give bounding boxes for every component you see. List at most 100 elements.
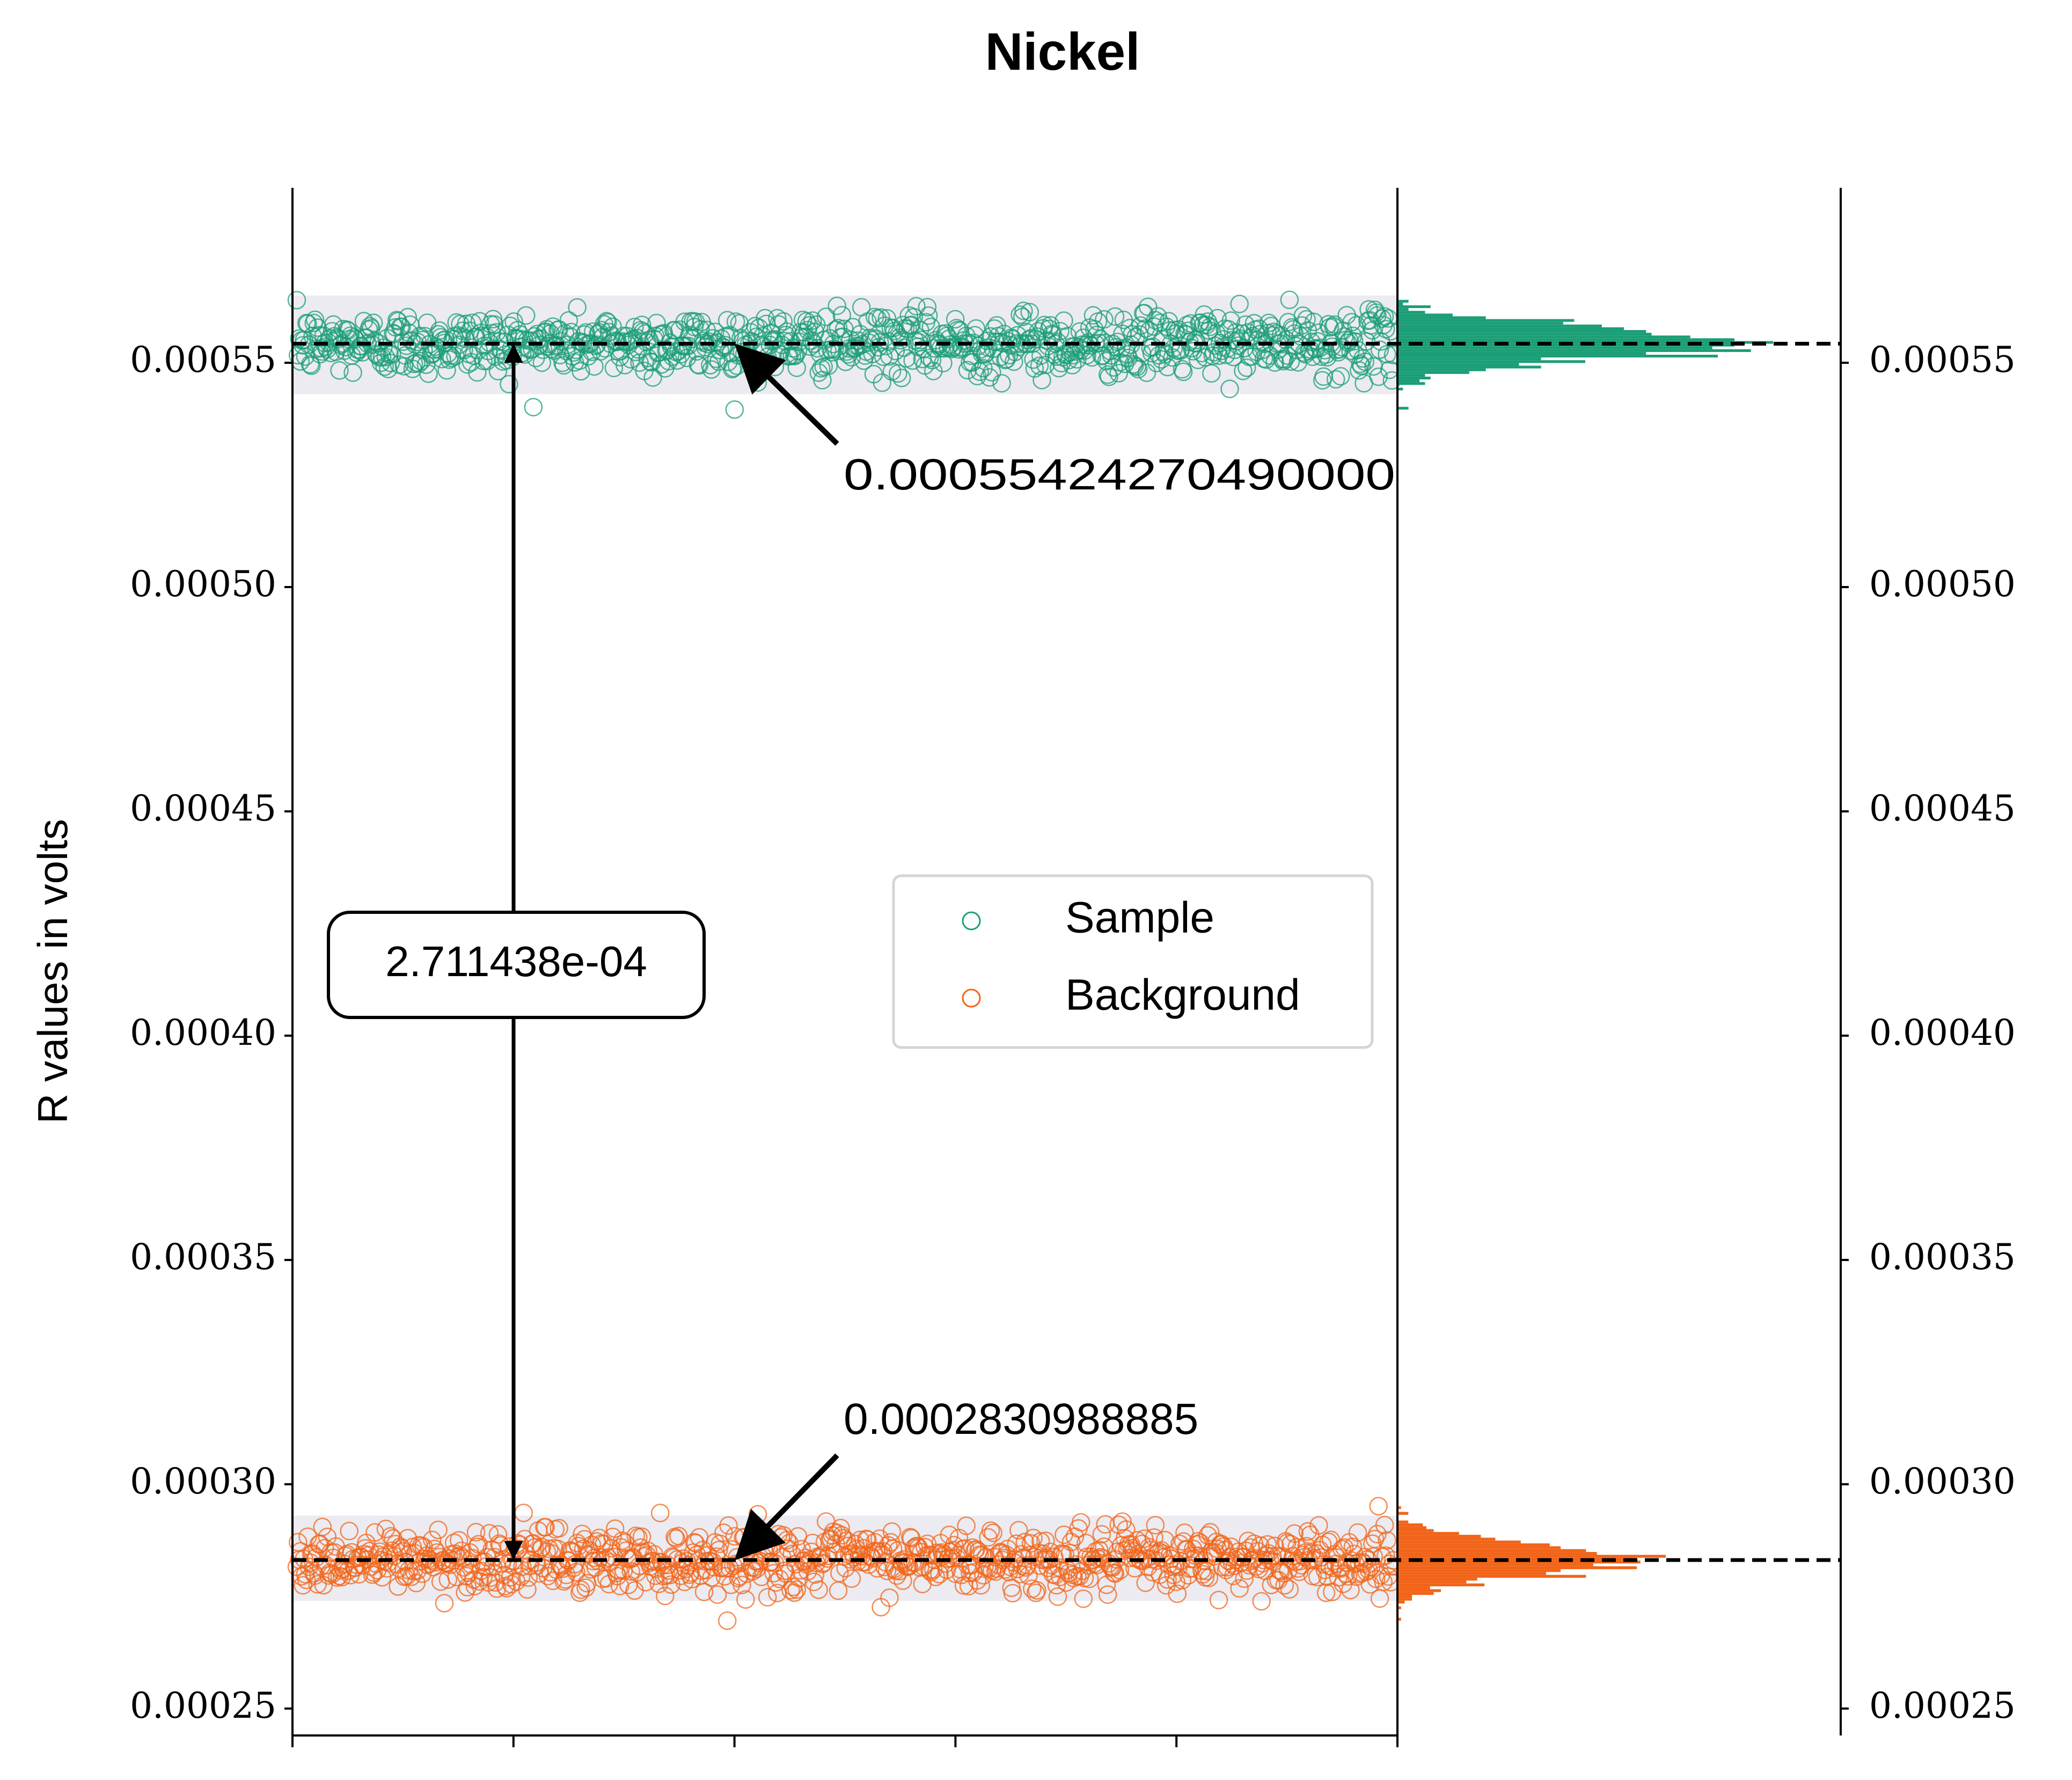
- data-point: [1199, 1569, 1219, 1587]
- data-point: [1009, 1521, 1028, 1540]
- data-point: [1252, 1592, 1271, 1611]
- ytick-label-left: 0.00035: [130, 1236, 276, 1278]
- data-point: [524, 398, 543, 416]
- data-point: [532, 1537, 552, 1557]
- data-point: [919, 306, 938, 325]
- data-point: [878, 1536, 898, 1555]
- data-point: [974, 358, 993, 378]
- data-point: [1342, 313, 1361, 332]
- data-point: [775, 1561, 794, 1580]
- histogram-bar: [1397, 382, 1425, 385]
- histogram-bar: [1397, 371, 1469, 374]
- histogram-bar: [1397, 1555, 1666, 1558]
- data-point: [1258, 1535, 1277, 1554]
- histogram-bar: [1397, 365, 1541, 369]
- data-point: [469, 1535, 488, 1554]
- data-point: [880, 1588, 899, 1607]
- legend-marker-sample: [962, 911, 981, 931]
- data-point: [1117, 338, 1136, 357]
- data-point: [694, 1583, 714, 1601]
- ytick-label-right: 0.00055: [1869, 339, 2016, 380]
- histogram-bar: [1397, 1529, 1434, 1532]
- data-point: [1274, 351, 1293, 371]
- data-point: [1348, 1523, 1367, 1542]
- data-point: [899, 1557, 919, 1576]
- data-point: [1235, 1569, 1254, 1588]
- data-point: [1105, 307, 1125, 326]
- data-point: [536, 1518, 555, 1537]
- data-point: [1115, 1529, 1134, 1548]
- data-point: [785, 1583, 804, 1602]
- data-point: [1095, 310, 1114, 329]
- histogram-bar: [1397, 1595, 1412, 1598]
- data-point: [1369, 1497, 1388, 1516]
- data-point: [568, 298, 587, 317]
- histogram-bar: [1397, 311, 1425, 314]
- data-point: [466, 1522, 486, 1542]
- data-point: [1196, 348, 1215, 367]
- data-point: [800, 316, 818, 335]
- data-point: [733, 1576, 751, 1594]
- histogram-bar: [1397, 1512, 1409, 1515]
- data-point: [971, 1576, 991, 1595]
- histogram-bar: [1397, 1561, 1641, 1564]
- data-point: [650, 1504, 670, 1522]
- right-y-ticks: 0.00025 0.00030 0.00035 0.00040 0.00045 …: [1841, 339, 2016, 1726]
- histogram-bar: [1397, 1578, 1477, 1581]
- ytick-label-left: 0.00030: [130, 1461, 276, 1502]
- data-point: [1087, 1556, 1107, 1574]
- data-point: [784, 1577, 803, 1596]
- data-point: [1375, 1515, 1394, 1535]
- histogram-bar: [1397, 1566, 1637, 1570]
- histogram-bar: [1397, 1586, 1430, 1589]
- data-point: [392, 318, 411, 336]
- data-point: [984, 1523, 1002, 1542]
- data-point: [920, 348, 939, 368]
- data-point: [708, 1585, 727, 1604]
- data-point: [357, 328, 376, 347]
- data-point: [1092, 1525, 1111, 1544]
- background-mean-arrow: [734, 1453, 839, 1561]
- histogram-bar: [1397, 319, 1575, 322]
- data-point: [832, 306, 852, 325]
- histogram-bar: [1397, 379, 1420, 383]
- data-point: [741, 323, 760, 342]
- data-point: [1026, 1584, 1045, 1602]
- data-point: [1117, 1520, 1136, 1539]
- data-point: [1368, 306, 1387, 325]
- data-point: [646, 1566, 665, 1585]
- ytick-label-right: 0.00050: [1869, 563, 2016, 605]
- data-point: [616, 356, 634, 375]
- data-point: [548, 1540, 567, 1558]
- data-point: [576, 323, 595, 342]
- annotations: 2.711438e-04 0.00055424270490000 0.00028…: [327, 343, 1395, 1561]
- data-point: [1189, 1532, 1207, 1551]
- data-point: [438, 1570, 458, 1589]
- data-point: [912, 331, 931, 349]
- data-point: [468, 363, 487, 382]
- data-point: [1098, 365, 1117, 384]
- data-point: [519, 1568, 538, 1587]
- data-point: [830, 1564, 849, 1583]
- data-point: [1369, 367, 1388, 386]
- histogram-bar: [1397, 1537, 1496, 1541]
- histogram-bar: [1397, 407, 1409, 410]
- chart-title: Nickel: [985, 22, 1140, 81]
- data-point: [1048, 1587, 1067, 1606]
- data-point: [1297, 310, 1316, 329]
- data-point: [836, 352, 855, 371]
- histogram-bar: [1397, 1523, 1423, 1527]
- data-point: [481, 1568, 500, 1587]
- data-point: [364, 313, 383, 332]
- data-point: [409, 354, 428, 373]
- data-point: [313, 1518, 332, 1536]
- data-point: [873, 373, 892, 392]
- data-point: [803, 311, 822, 330]
- data-point: [1374, 1572, 1393, 1592]
- data-point: [301, 355, 320, 374]
- data-point: [1332, 1540, 1351, 1559]
- data-point: [297, 1570, 316, 1589]
- data-point: [1236, 315, 1255, 334]
- data-point: [1293, 306, 1313, 325]
